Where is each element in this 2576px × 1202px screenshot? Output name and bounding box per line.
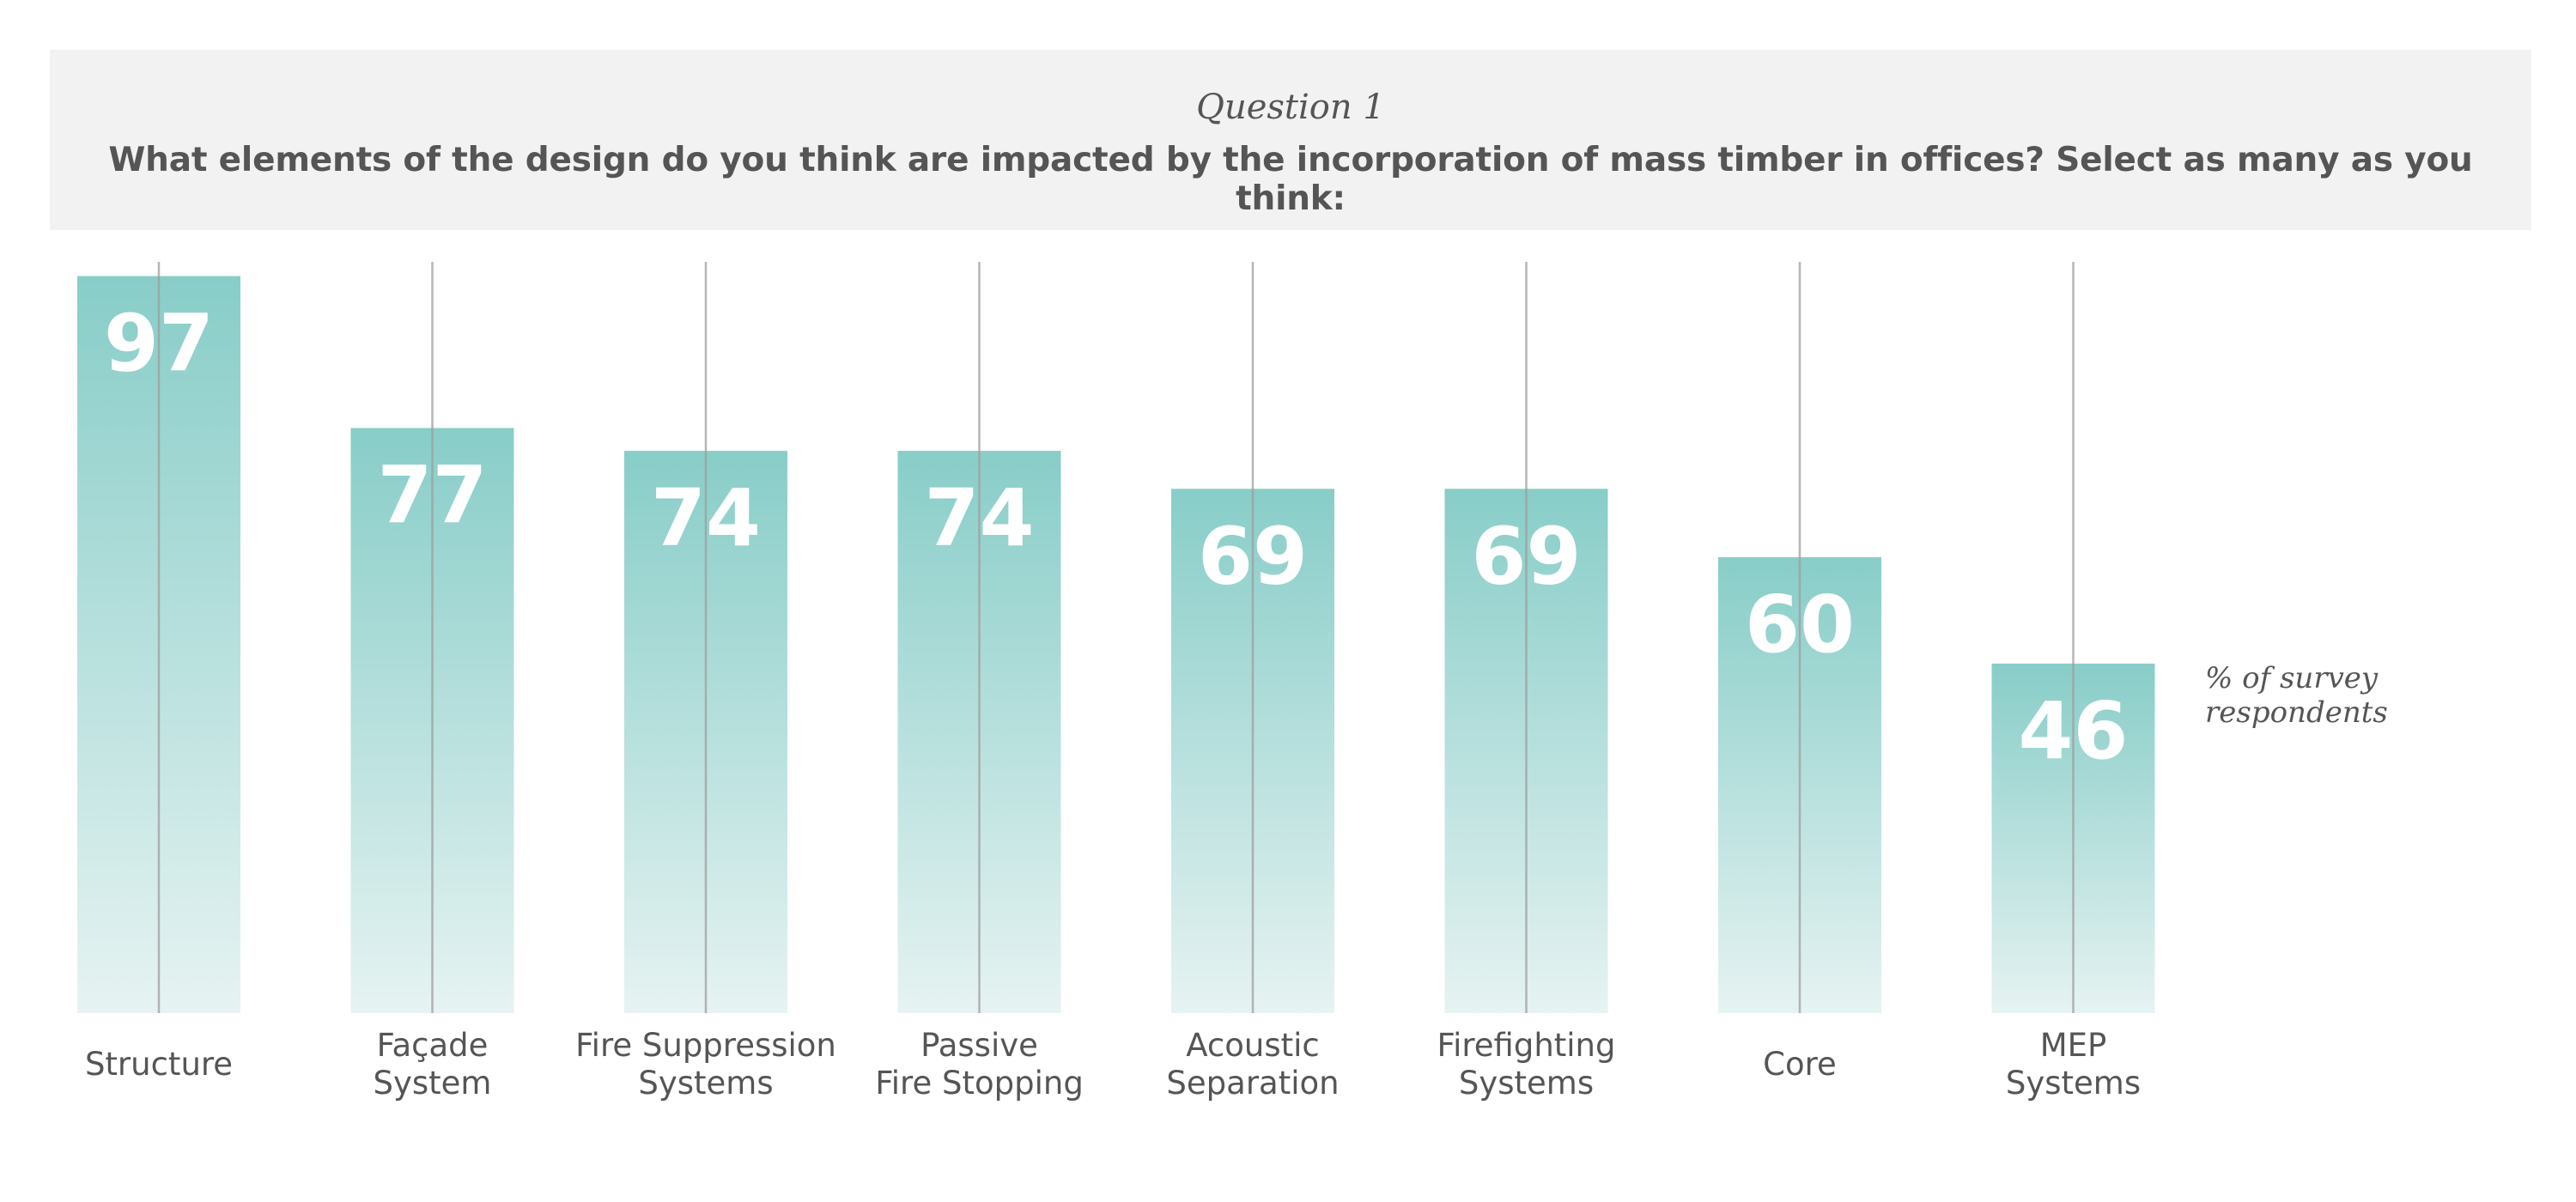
category-label-4-line-0: Acoustic	[1186, 1027, 1320, 1064]
bar-value-label-6: 60	[1745, 579, 1855, 671]
category-label-7-line-1: Systems	[2006, 1065, 2141, 1102]
category-label-7-line-0: MEP	[2040, 1027, 2107, 1064]
question-text: What elements of the design do you think…	[108, 141, 2473, 218]
question-header: Question 1 What elements of the design d…	[50, 50, 2531, 230]
question-number: Question 1	[1196, 88, 1385, 127]
bar-value-label-2: 74	[651, 472, 761, 564]
category-label-1-line-1: System	[374, 1065, 492, 1102]
category-label-3-line-0: Passive	[920, 1027, 1038, 1064]
unit-label: % of survey respondents	[2205, 661, 2388, 730]
category-label-1-line-0: Façade	[377, 1027, 489, 1064]
bar-value-label-1: 77	[377, 450, 487, 542]
bar-value-label-7: 46	[2018, 685, 2128, 777]
category-label-2-line-0: Fire Suppression	[575, 1027, 836, 1064]
category-label-6-line-0: Core	[1763, 1046, 1837, 1083]
category-label-5-line-0: Firefighting	[1437, 1027, 1616, 1064]
category-label-0-line-0: Structure	[85, 1046, 233, 1083]
bar-value-label-4: 69	[1198, 510, 1308, 602]
bar-value-label-0: 97	[104, 298, 214, 390]
bar-value-label-5: 69	[1471, 510, 1581, 602]
category-label-4-line-1: Separation	[1166, 1065, 1339, 1102]
category-label-5-line-1: Systems	[1459, 1065, 1594, 1102]
bar-value-label-3: 74	[924, 472, 1034, 564]
category-label-3-line-1: Fire Stopping	[875, 1065, 1084, 1102]
category-label-2-line-1: Systems	[638, 1065, 773, 1102]
